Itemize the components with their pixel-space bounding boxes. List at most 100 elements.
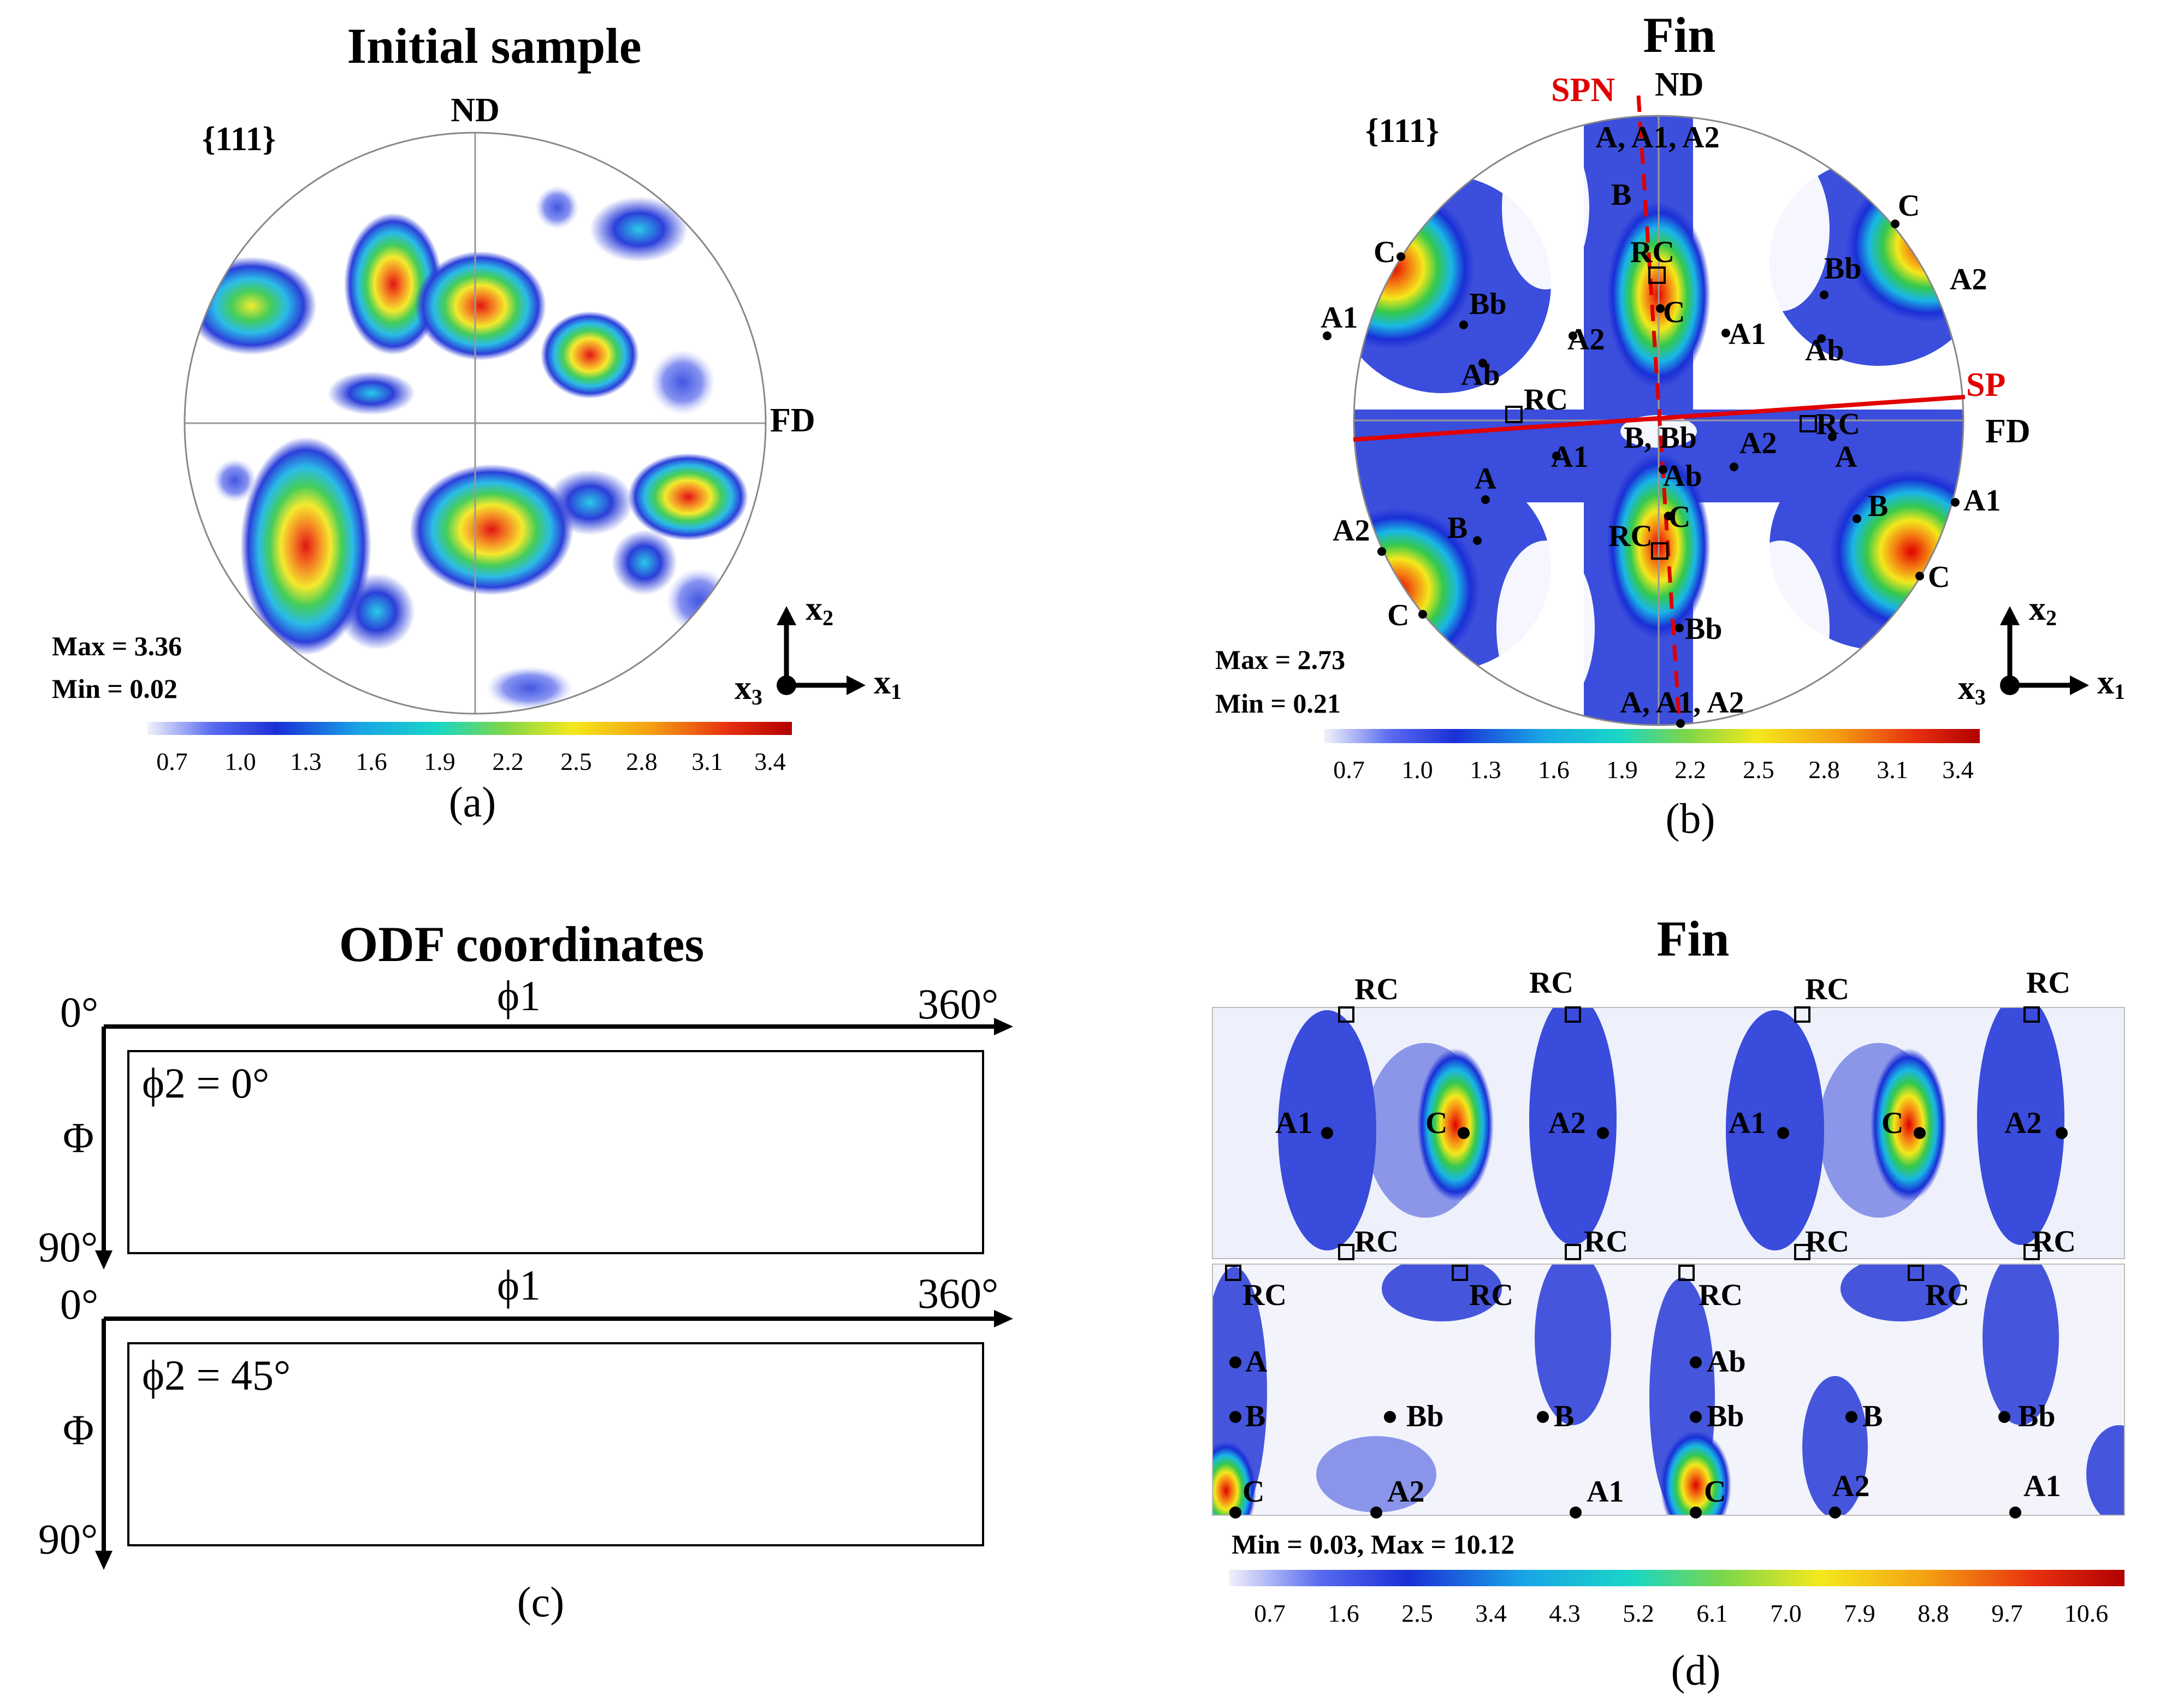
svg-text:A1: A1 (1587, 1475, 1624, 1509)
panel-a-colorbar-ticks: 0.7 1.0 1.3 1.6 1.9 2.2 2.5 2.8 3.1 3.4 (156, 748, 786, 775)
panel-d-stats: Min = 0.03, Max = 10.12 (1232, 1529, 1514, 1559)
panel-d-colorbar-ticks: 0.7 1.6 2.5 3.4 4.3 5.2 6.1 7.0 7.9 8.8 … (1254, 1599, 2108, 1627)
panel-b-colorbar-ticks: 0.7 1.0 1.3 1.6 1.9 2.2 2.5 2.8 3.1 3.4 (1333, 756, 1974, 784)
spn-plane-line (1636, 95, 1682, 724)
svg-text:A2: A2 (2004, 1106, 2041, 1140)
panel-b-fd-label: FD (1985, 413, 2031, 450)
Phi-end-bottom: 90° (38, 1515, 98, 1563)
svg-text:RC: RC (1469, 1278, 1513, 1312)
panel-a: Initial sample ND {111} FD (52, 18, 902, 826)
svg-text:C: C (1387, 598, 1409, 632)
phi2-45-label: ϕ2 = 45° (142, 1351, 291, 1399)
svg-text:A2: A2 (1333, 514, 1370, 548)
svg-text:B: B (1868, 489, 1888, 523)
svg-text:A2: A2 (1548, 1106, 1585, 1140)
panel-d-caption: (d) (1671, 1646, 1721, 1694)
svg-text:Ab: Ab (1663, 459, 1702, 493)
phi1-end-bottom: 360° (918, 1270, 998, 1317)
svg-text:x1: x1 (2097, 664, 2125, 704)
panel-d-markers-top (1321, 1127, 2068, 1139)
panel-a-x2-label: x2 (806, 590, 833, 630)
svg-text:A: A (1835, 440, 1857, 474)
svg-text:8.8: 8.8 (1918, 1599, 1949, 1627)
panel-a-axes-triad: x2 x1 x3 (735, 590, 902, 709)
svg-text:C: C (1898, 189, 1920, 223)
panel-c: ODF coordinates ϕ1 360° 0° Φ 90° ϕ2 = 0°… (38, 916, 1013, 1626)
svg-text:2.2: 2.2 (1674, 756, 1706, 784)
odf-section-phi2-0 (127, 1050, 984, 1254)
svg-text:A2: A2 (1950, 263, 1987, 296)
panel-d: Fin (1212, 911, 2125, 1694)
panel-d-labels-top: RC RC RC RC A1 C A2 A1 C A2 RC RC RC RC (1275, 966, 2076, 1259)
svg-text:x3: x3 (1958, 669, 1986, 709)
Phi-label-top: Φ (63, 1114, 94, 1161)
phi1-label-bottom: ϕ1 (497, 1261, 541, 1309)
svg-text:RC: RC (2026, 966, 2070, 1000)
panel-b-spn-label: SPN (1551, 72, 1615, 109)
svg-text:A1: A1 (2023, 1469, 2061, 1503)
odf-map-phi2-45 (1212, 1264, 2125, 1515)
svg-text:B: B (1862, 1399, 1883, 1433)
svg-text:2.5: 2.5 (1743, 756, 1774, 784)
svg-text:A2: A2 (1739, 426, 1777, 460)
panel-d-title: Fin (1657, 911, 1730, 966)
svg-text:Bb: Bb (1685, 612, 1723, 646)
svg-text:A, A1, A2: A, A1, A2 (1620, 686, 1744, 720)
svg-text:3.4: 3.4 (1475, 1599, 1507, 1627)
pole-figure-a (185, 133, 766, 714)
svg-text:A1: A1 (1729, 317, 1766, 351)
origin-top: 0° (60, 988, 98, 1036)
svg-text:C: C (1242, 1475, 1264, 1509)
svg-text:0.7: 0.7 (1333, 756, 1365, 784)
svg-text:A1: A1 (1729, 1106, 1766, 1140)
panel-b-max: Max = 2.73 (1215, 644, 1345, 675)
svg-text:3.1: 3.1 (1877, 756, 1908, 784)
svg-text:Ab: Ab (1707, 1345, 1746, 1379)
panel-a-x1-label: x1 (874, 664, 902, 704)
pole-figure-b-border (1353, 115, 1964, 726)
svg-text:9.7: 9.7 (1991, 1599, 2023, 1627)
svg-text:RC: RC (1805, 1225, 1849, 1259)
svg-text:B: B (1245, 1399, 1265, 1433)
svg-text:1.3: 1.3 (1470, 756, 1501, 784)
panel-b-min: Min = 0.21 (1215, 688, 1341, 719)
pole-figure-a-border (184, 132, 767, 715)
svg-text:A2: A2 (1387, 1475, 1424, 1509)
svg-text:A2: A2 (1832, 1469, 1869, 1503)
panel-d-labels-bottom: RC RC RC RC A Ab B Bb B Bb B Bb C A2 A1 … (1242, 1278, 2061, 1509)
panel-b-axes-triad: x2 x1 x3 (1958, 590, 2125, 709)
svg-text:7.0: 7.0 (1770, 1599, 1802, 1627)
panel-d-rc-squares (1225, 1006, 2040, 1281)
panel-d-colorbar (1229, 1570, 2125, 1586)
svg-text:1.6: 1.6 (356, 748, 387, 775)
phi1-label-top: ϕ1 (497, 972, 541, 1019)
svg-text:B: B (1611, 178, 1631, 212)
svg-text:C: C (1881, 1106, 1903, 1140)
phi1-end-top: 360° (918, 980, 998, 1028)
panel-b-sp-label: SP (1966, 366, 2005, 404)
svg-text:RC: RC (1608, 519, 1653, 553)
svg-text:RC: RC (1816, 407, 1860, 441)
svg-text:Bb: Bb (2018, 1399, 2056, 1433)
panel-a-nd-label: ND (451, 92, 500, 129)
svg-text:B: B (1447, 511, 1467, 545)
svg-text:x2: x2 (2029, 590, 2057, 630)
svg-text:RC: RC (1584, 1225, 1628, 1259)
svg-text:RC: RC (1630, 235, 1674, 269)
svg-text:RC: RC (1529, 966, 1573, 1000)
svg-text:B: B (1554, 1399, 1574, 1433)
svg-text:RC: RC (1242, 1278, 1287, 1312)
svg-text:A: A (1245, 1345, 1268, 1379)
panel-a-caption: (a) (449, 778, 496, 826)
panel-b-nd-label: ND (1655, 66, 1704, 103)
panel-a-colorbar (147, 722, 792, 735)
svg-text:0.7: 0.7 (156, 748, 188, 775)
Phi-label-bottom: Φ (63, 1406, 94, 1454)
svg-text:2.2: 2.2 (492, 748, 524, 775)
svg-text:Bb: Bb (1406, 1399, 1444, 1433)
origin-bottom: 0° (60, 1280, 98, 1328)
pole-figure-b (1354, 116, 1963, 725)
svg-text:C: C (1928, 560, 1950, 594)
svg-text:A, A1, A2: A, A1, A2 (1595, 121, 1719, 155)
panel-b-caption: (b) (1666, 794, 1715, 842)
